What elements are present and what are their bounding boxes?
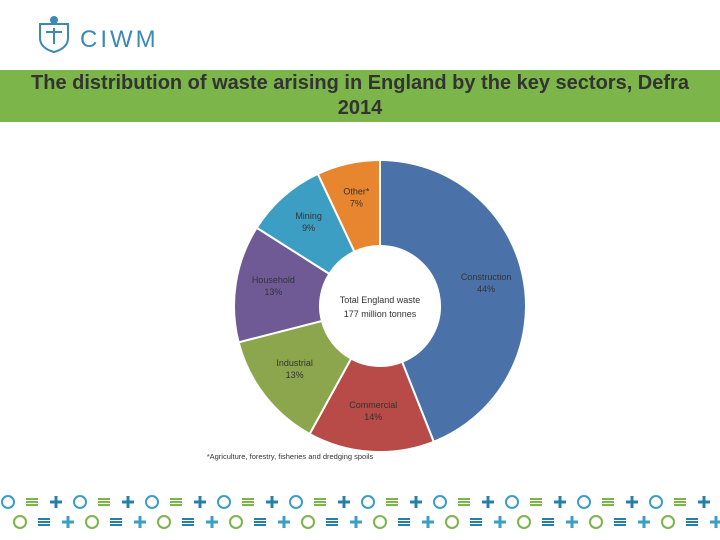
- pattern-icon: [194, 496, 206, 508]
- pattern-icon: [182, 518, 194, 526]
- pattern-icon: [170, 498, 182, 506]
- pattern-icon: [373, 515, 387, 529]
- pattern-icon: [410, 496, 422, 508]
- pattern-icon: [422, 516, 434, 528]
- slice-category: Commercial: [349, 400, 397, 410]
- pattern-icon: [614, 518, 626, 526]
- slice-value: 13%: [264, 287, 282, 297]
- pattern-icon: [482, 496, 494, 508]
- pattern-icon: [638, 516, 650, 528]
- pattern-icon: [26, 498, 38, 506]
- slice-value: 44%: [477, 284, 495, 294]
- logo-text: CIWM: [80, 26, 159, 53]
- footnote: *Agriculture, forestry, fisheries and dr…: [207, 452, 374, 461]
- pattern-icon: [145, 495, 159, 509]
- pattern-icon: [338, 496, 350, 508]
- pattern-icon: [206, 516, 218, 528]
- pattern-icon: [254, 518, 266, 526]
- pattern-icon: [13, 515, 27, 529]
- pattern-icon: [542, 518, 554, 526]
- pattern-icon: [134, 516, 146, 528]
- pattern-icon: [350, 516, 362, 528]
- pattern-icon: [505, 495, 519, 509]
- pattern-icon: [602, 498, 614, 506]
- slice-category: Other*: [343, 187, 370, 197]
- pattern-icon: [278, 516, 290, 528]
- pattern-icon: [1, 495, 15, 509]
- donut-slice: [379, 158, 527, 444]
- pattern-icon: [50, 496, 62, 508]
- slice-value: 9%: [302, 223, 315, 233]
- pattern-icon: [266, 496, 278, 508]
- donut-slice: [316, 158, 381, 254]
- title-box: The distribution of waste arising in Eng…: [31, 72, 689, 119]
- pattern-icon: [530, 498, 542, 506]
- pattern-icon: [73, 495, 87, 509]
- pattern-icon: [289, 495, 303, 509]
- slice-category: Construction: [461, 272, 512, 282]
- pattern-icon: [326, 518, 338, 526]
- chart-title: The distribution of waste arising in Eng…: [31, 72, 689, 119]
- pattern-icon: [698, 496, 710, 508]
- pattern-icon: [554, 496, 566, 508]
- pattern-icon: [470, 518, 482, 526]
- pattern-icon: [38, 518, 50, 526]
- pattern-icon: [589, 515, 603, 529]
- pattern-icon: [98, 498, 110, 506]
- slice-value: 13%: [286, 370, 304, 380]
- slice-category: Mining: [295, 211, 322, 221]
- pattern-icon: [458, 498, 470, 506]
- pattern-icon: [445, 515, 459, 529]
- pattern-icon: [386, 498, 398, 506]
- pattern-icon: [110, 518, 122, 526]
- pattern-icon: [710, 516, 720, 528]
- center-label: 177 million tonnes: [344, 309, 417, 319]
- pattern-icon: [577, 495, 591, 509]
- pattern-icon: [85, 515, 99, 529]
- pattern-icon: [674, 498, 686, 506]
- logo-crest: [39, 16, 69, 54]
- pattern-icon: [62, 516, 74, 528]
- pattern-icon: [398, 518, 410, 526]
- pattern-icon: [433, 495, 447, 509]
- pattern-icon: [517, 515, 531, 529]
- title-banner: [0, 70, 720, 122]
- slice-value: 14%: [364, 412, 382, 422]
- pattern-icon: [494, 516, 506, 528]
- pattern-icon: [361, 495, 375, 509]
- slice-category: Household: [252, 275, 295, 285]
- pattern-icon: [122, 496, 134, 508]
- pattern-icon: [661, 515, 675, 529]
- pattern-icon: [217, 495, 231, 509]
- pattern-icon: [157, 515, 171, 529]
- pattern-icon: [301, 515, 315, 529]
- pattern-icon: [566, 516, 578, 528]
- pattern-icon: [686, 518, 698, 526]
- pattern-icon: [626, 496, 638, 508]
- pattern-icon: [229, 515, 243, 529]
- pattern-icon: [242, 498, 254, 506]
- slice-value: 7%: [350, 199, 363, 209]
- slice-category: Industrial: [276, 358, 313, 368]
- pattern-icon: [314, 498, 326, 506]
- pattern-icon: [649, 495, 663, 509]
- center-label: Total England waste: [340, 295, 421, 305]
